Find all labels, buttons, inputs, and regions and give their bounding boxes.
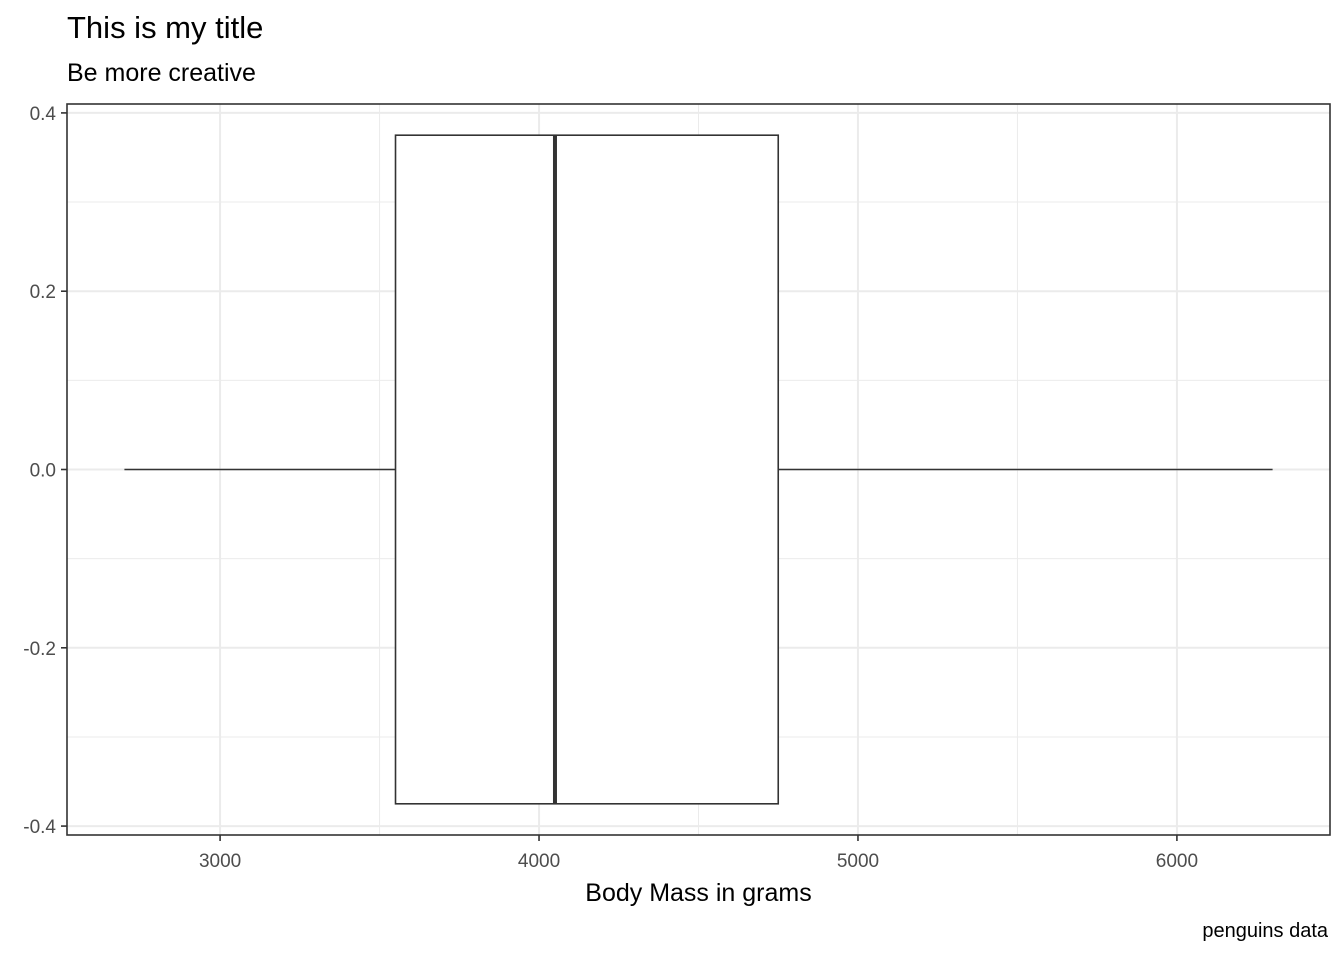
iqr-box [394, 134, 780, 805]
box-layer [124, 134, 1273, 805]
y-tick-label: -0.4 [23, 817, 56, 838]
x-tick-label: 5000 [837, 851, 879, 872]
x-tick-label: 6000 [1156, 851, 1198, 872]
y-tick-label: 0.4 [30, 104, 57, 125]
y-tick-label: 0.0 [30, 461, 56, 482]
x-axis: 3000 4000 5000 6000 [199, 835, 1198, 872]
x-axis-title: Body Mass in grams [585, 879, 811, 907]
chart-caption: penguins data [1202, 920, 1328, 942]
y-axis: -0.4 -0.2 0.0 0.2 0.4 [23, 104, 67, 838]
y-tick-label: 0.2 [30, 282, 56, 303]
x-tick-label: 4000 [518, 851, 560, 872]
chart-title: This is my title [67, 10, 264, 45]
chart-subtitle: Be more creative [67, 59, 256, 87]
y-tick-label: -0.2 [23, 639, 56, 660]
x-tick-label: 3000 [199, 851, 241, 872]
